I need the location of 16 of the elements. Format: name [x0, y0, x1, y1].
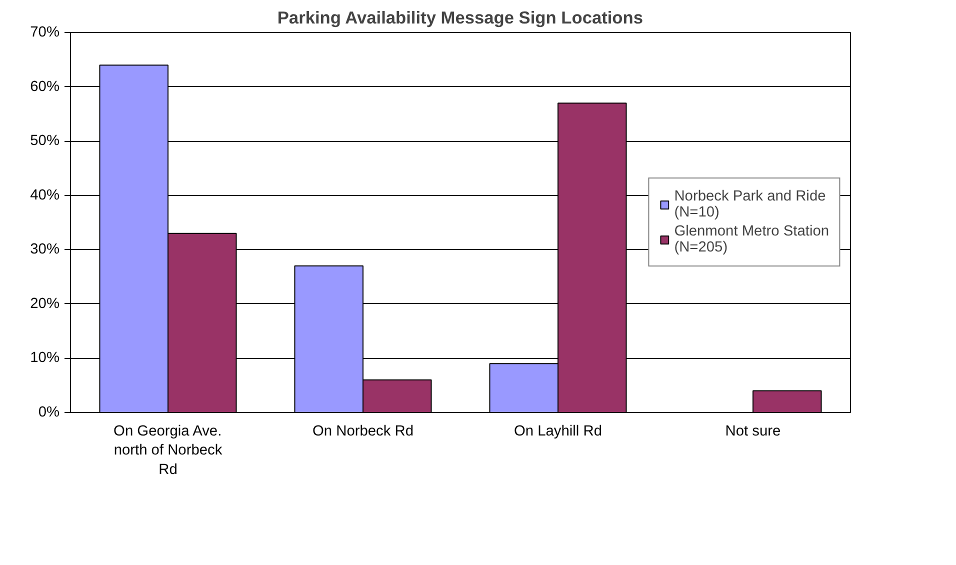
- y-tick-label: 20%: [30, 296, 60, 312]
- bar: [752, 390, 822, 412]
- y-tick-label: 50%: [30, 133, 60, 150]
- legend-label: Glenmont Metro Station (N=205): [674, 224, 829, 256]
- y-tick-label: 10%: [30, 350, 60, 366]
- y-tick-label: 70%: [30, 24, 60, 40]
- y-tick-label: 0%: [38, 404, 60, 420]
- y-tick-label: 30%: [30, 242, 60, 258]
- y-tick-label: 60%: [30, 78, 60, 95]
- y-tick-label: 40%: [30, 187, 60, 204]
- x-tick-label: On Layhill Rd: [514, 424, 602, 440]
- x-tick-label: Not sure: [725, 424, 781, 440]
- x-tick-label: On Georgia Ave. north of Norbeck Rd: [114, 424, 223, 478]
- chart-title: Parking Availability Message Sign Locations: [277, 8, 643, 28]
- x-tick-label: On Norbeck Rd: [312, 424, 414, 440]
- legend-label: Norbeck Park and Ride (N=10): [674, 188, 826, 220]
